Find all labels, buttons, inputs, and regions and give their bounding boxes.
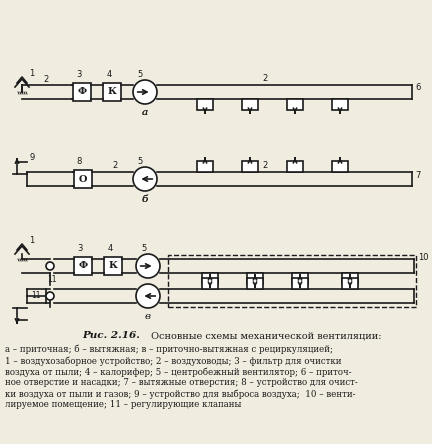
Bar: [332, 99, 348, 110]
Text: 2: 2: [112, 161, 118, 170]
Circle shape: [136, 254, 160, 278]
Text: 2: 2: [262, 161, 268, 170]
Text: 3: 3: [77, 244, 83, 253]
Text: 1: 1: [29, 69, 34, 78]
Text: 3: 3: [76, 70, 82, 79]
Text: 1: 1: [29, 236, 34, 245]
Bar: [74, 170, 92, 188]
Text: 8: 8: [76, 157, 82, 166]
Text: К: К: [108, 262, 118, 270]
Text: а – приточная; б – вытяжная; в – приточно-вытяжная с рециркуляцией;: а – приточная; б – вытяжная; в – приточн…: [5, 345, 333, 354]
Text: ное отверстие и насадки; 7 – вытяжные отверстия; 8 – устройство для очист-: ное отверстие и насадки; 7 – вытяжные от…: [5, 378, 358, 387]
Bar: [73, 83, 91, 101]
Bar: [197, 99, 213, 110]
Text: 1 – воздухозаборное устройство; 2 – воздуховоды; 3 – фильтр для очистки: 1 – воздухозаборное устройство; 2 – возд…: [5, 356, 342, 365]
Text: 4: 4: [108, 244, 113, 253]
Text: ки воздуха от пыли и газов; 9 – устройство для выброса воздуха;  10 – венти-: ки воздуха от пыли и газов; 9 – устройст…: [5, 389, 356, 399]
Text: воздуха от пыли; 4 – калорифер; 5 – центробежный вентилятор; 6 – приточ-: воздуха от пыли; 4 – калорифер; 5 – цент…: [5, 367, 352, 377]
Bar: [202, 273, 218, 284]
Text: 2: 2: [262, 74, 268, 83]
Text: б: б: [142, 195, 148, 204]
Bar: [74, 257, 92, 275]
Bar: [287, 161, 303, 172]
Bar: [342, 278, 358, 289]
Bar: [287, 99, 303, 110]
Text: 2: 2: [43, 75, 49, 84]
Text: 5: 5: [141, 244, 146, 253]
Text: 6: 6: [415, 83, 420, 92]
Bar: [242, 99, 258, 110]
Bar: [292, 278, 308, 289]
Text: в: в: [145, 312, 151, 321]
Text: а: а: [142, 108, 148, 117]
Bar: [242, 161, 258, 172]
Bar: [197, 161, 213, 172]
Circle shape: [133, 167, 157, 191]
Circle shape: [46, 262, 54, 270]
Bar: [168, 255, 416, 307]
Bar: [247, 278, 263, 289]
Text: 5: 5: [137, 70, 143, 79]
Text: О: О: [79, 174, 87, 183]
Text: 10: 10: [418, 253, 429, 262]
Text: 11: 11: [31, 290, 41, 300]
Bar: [104, 257, 122, 275]
Bar: [332, 161, 348, 172]
Text: К: К: [108, 87, 117, 96]
Text: 11: 11: [47, 275, 57, 284]
Text: 5: 5: [137, 157, 143, 166]
Text: Ф: Ф: [79, 262, 88, 270]
Text: Ф: Ф: [77, 87, 86, 96]
Circle shape: [136, 284, 160, 308]
Text: а: а: [142, 108, 148, 117]
Text: Рис. 2.16.: Рис. 2.16.: [82, 331, 140, 340]
Circle shape: [46, 292, 54, 300]
Text: 9: 9: [30, 154, 35, 163]
Bar: [247, 273, 263, 284]
Text: Основные схемы механической вентиляции:: Основные схемы механической вентиляции:: [148, 331, 381, 340]
Text: 4: 4: [106, 70, 111, 79]
Text: 7: 7: [415, 170, 420, 179]
Text: б: б: [142, 195, 148, 204]
Bar: [342, 273, 358, 284]
Circle shape: [133, 80, 157, 104]
Bar: [103, 83, 121, 101]
Bar: [292, 273, 308, 284]
Text: лируемое помещение; 11 – регулирующие клапаны: лируемое помещение; 11 – регулирующие кл…: [5, 400, 241, 409]
Bar: [202, 278, 218, 289]
